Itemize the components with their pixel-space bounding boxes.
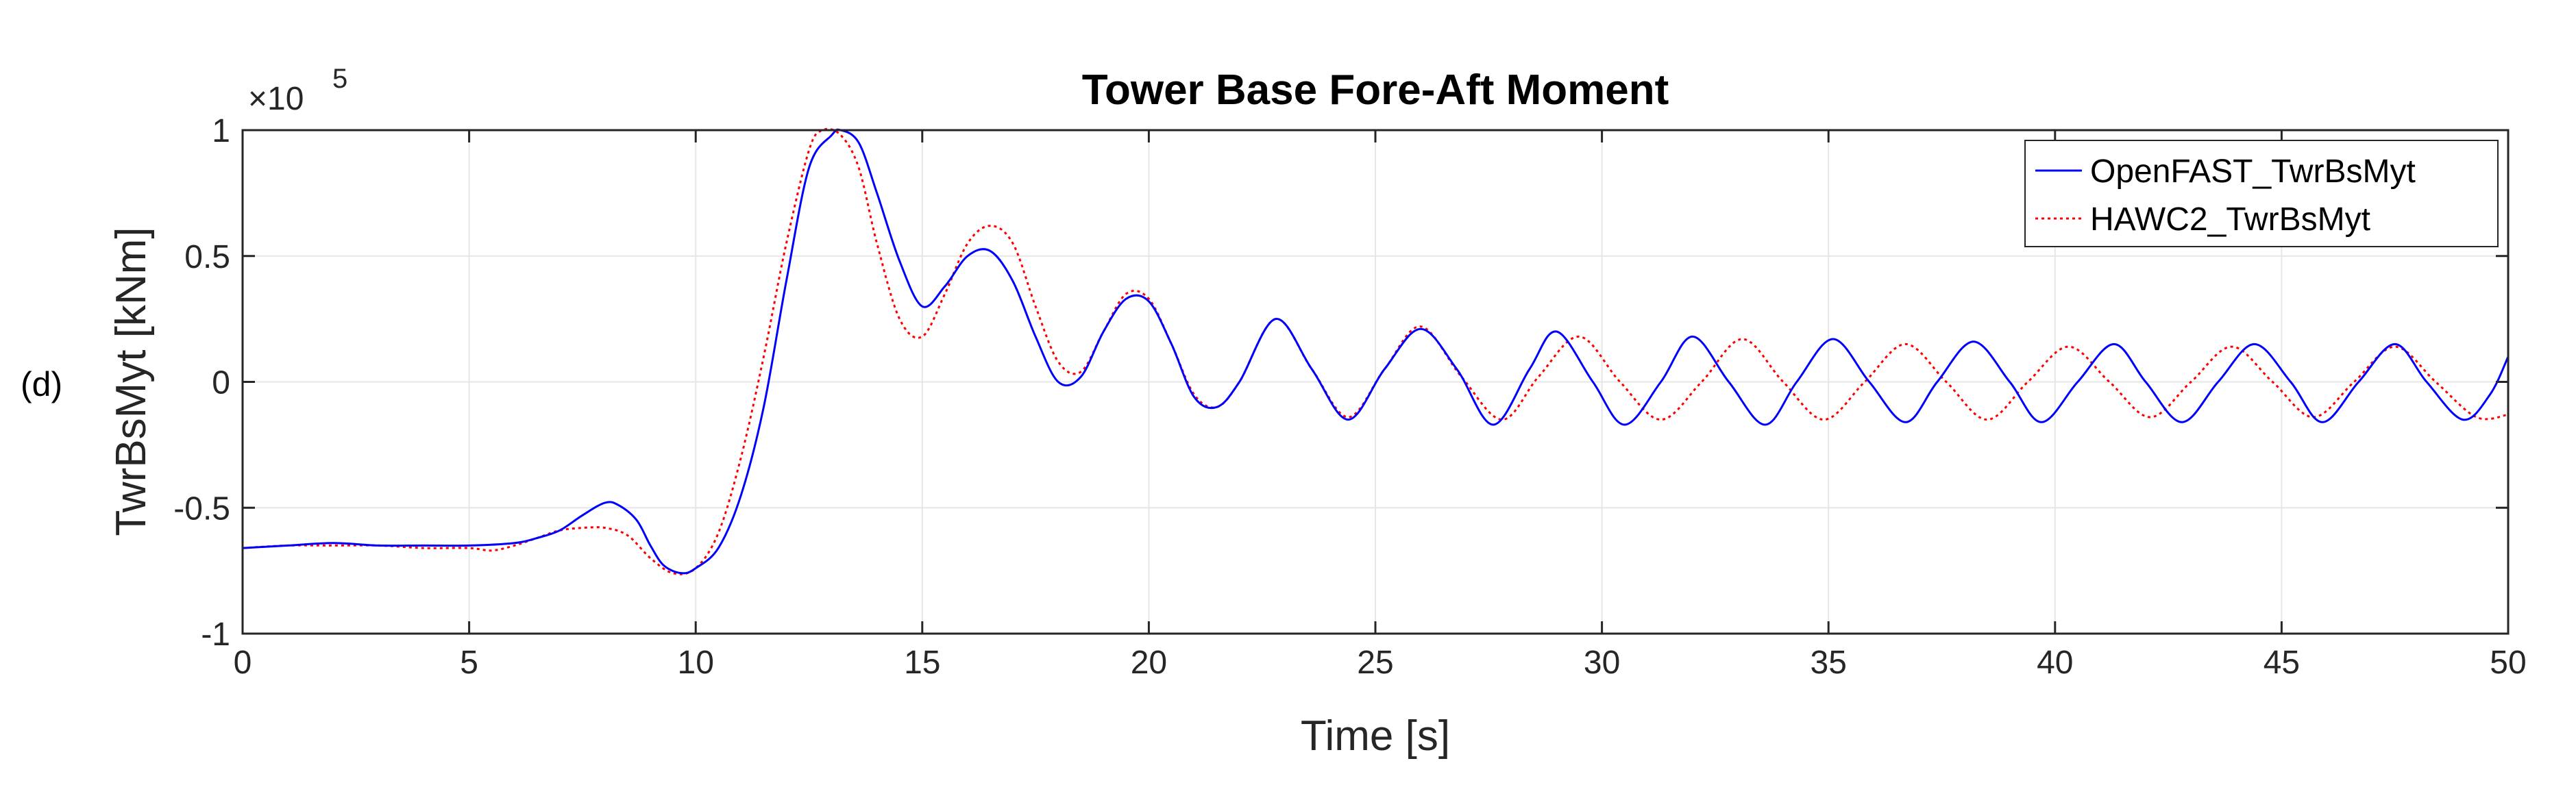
x-tick-label: 20	[1131, 645, 1167, 681]
y-tick-label: -0.5	[173, 490, 230, 527]
y-tick-label: -1	[201, 616, 230, 653]
legend-label-openfast: OpenFAST_TwrBsMyt	[2090, 153, 2416, 190]
y-axis-label: TwrBsMyt [kNm]	[108, 227, 155, 536]
legend: OpenFAST_TwrBsMyt HAWC2_TwrBsMyt	[2024, 140, 2499, 247]
x-tick-label: 25	[1357, 645, 1393, 681]
x-tick-label: 40	[2037, 645, 2073, 681]
series-line-openfast-twrbsmyt	[242, 128, 2510, 575]
x-tick-label: 10	[678, 645, 714, 681]
plot-lines	[242, 127, 2510, 575]
panel-label: (d)	[21, 365, 62, 403]
x-tick-label: 45	[2264, 645, 2300, 681]
y-tick-label: 1	[212, 113, 230, 149]
legend-label-hawc2: HAWC2_TwrBsMyt	[2090, 201, 2370, 238]
x-tick-label: 30	[1584, 645, 1620, 681]
ticks	[241, 129, 2510, 635]
legend-box	[2024, 140, 2499, 247]
y-exponent-label: ×10 5	[248, 64, 347, 117]
x-tick-label: 5	[460, 645, 478, 681]
x-tick-label: 50	[2490, 645, 2526, 681]
y-tick-labels: -1 -0.5 0 0.5 1	[173, 113, 230, 653]
svg-text:5: 5	[332, 64, 347, 94]
x-tick-label: 15	[904, 645, 940, 681]
x-tick-labels: 0 5 10 15 20 25 30 35 40 45 50	[234, 645, 2527, 681]
x-tick-label: 0	[234, 645, 252, 681]
svg-text:×10: ×10	[248, 81, 304, 117]
x-axis-label: Time [s]	[1301, 712, 1450, 760]
x-tick-label: 35	[1811, 645, 1847, 681]
chart-title: Tower Base Fore-Aft Moment	[1082, 66, 1669, 114]
y-tick-label: 0.5	[184, 239, 230, 275]
y-tick-label: 0	[212, 365, 230, 401]
